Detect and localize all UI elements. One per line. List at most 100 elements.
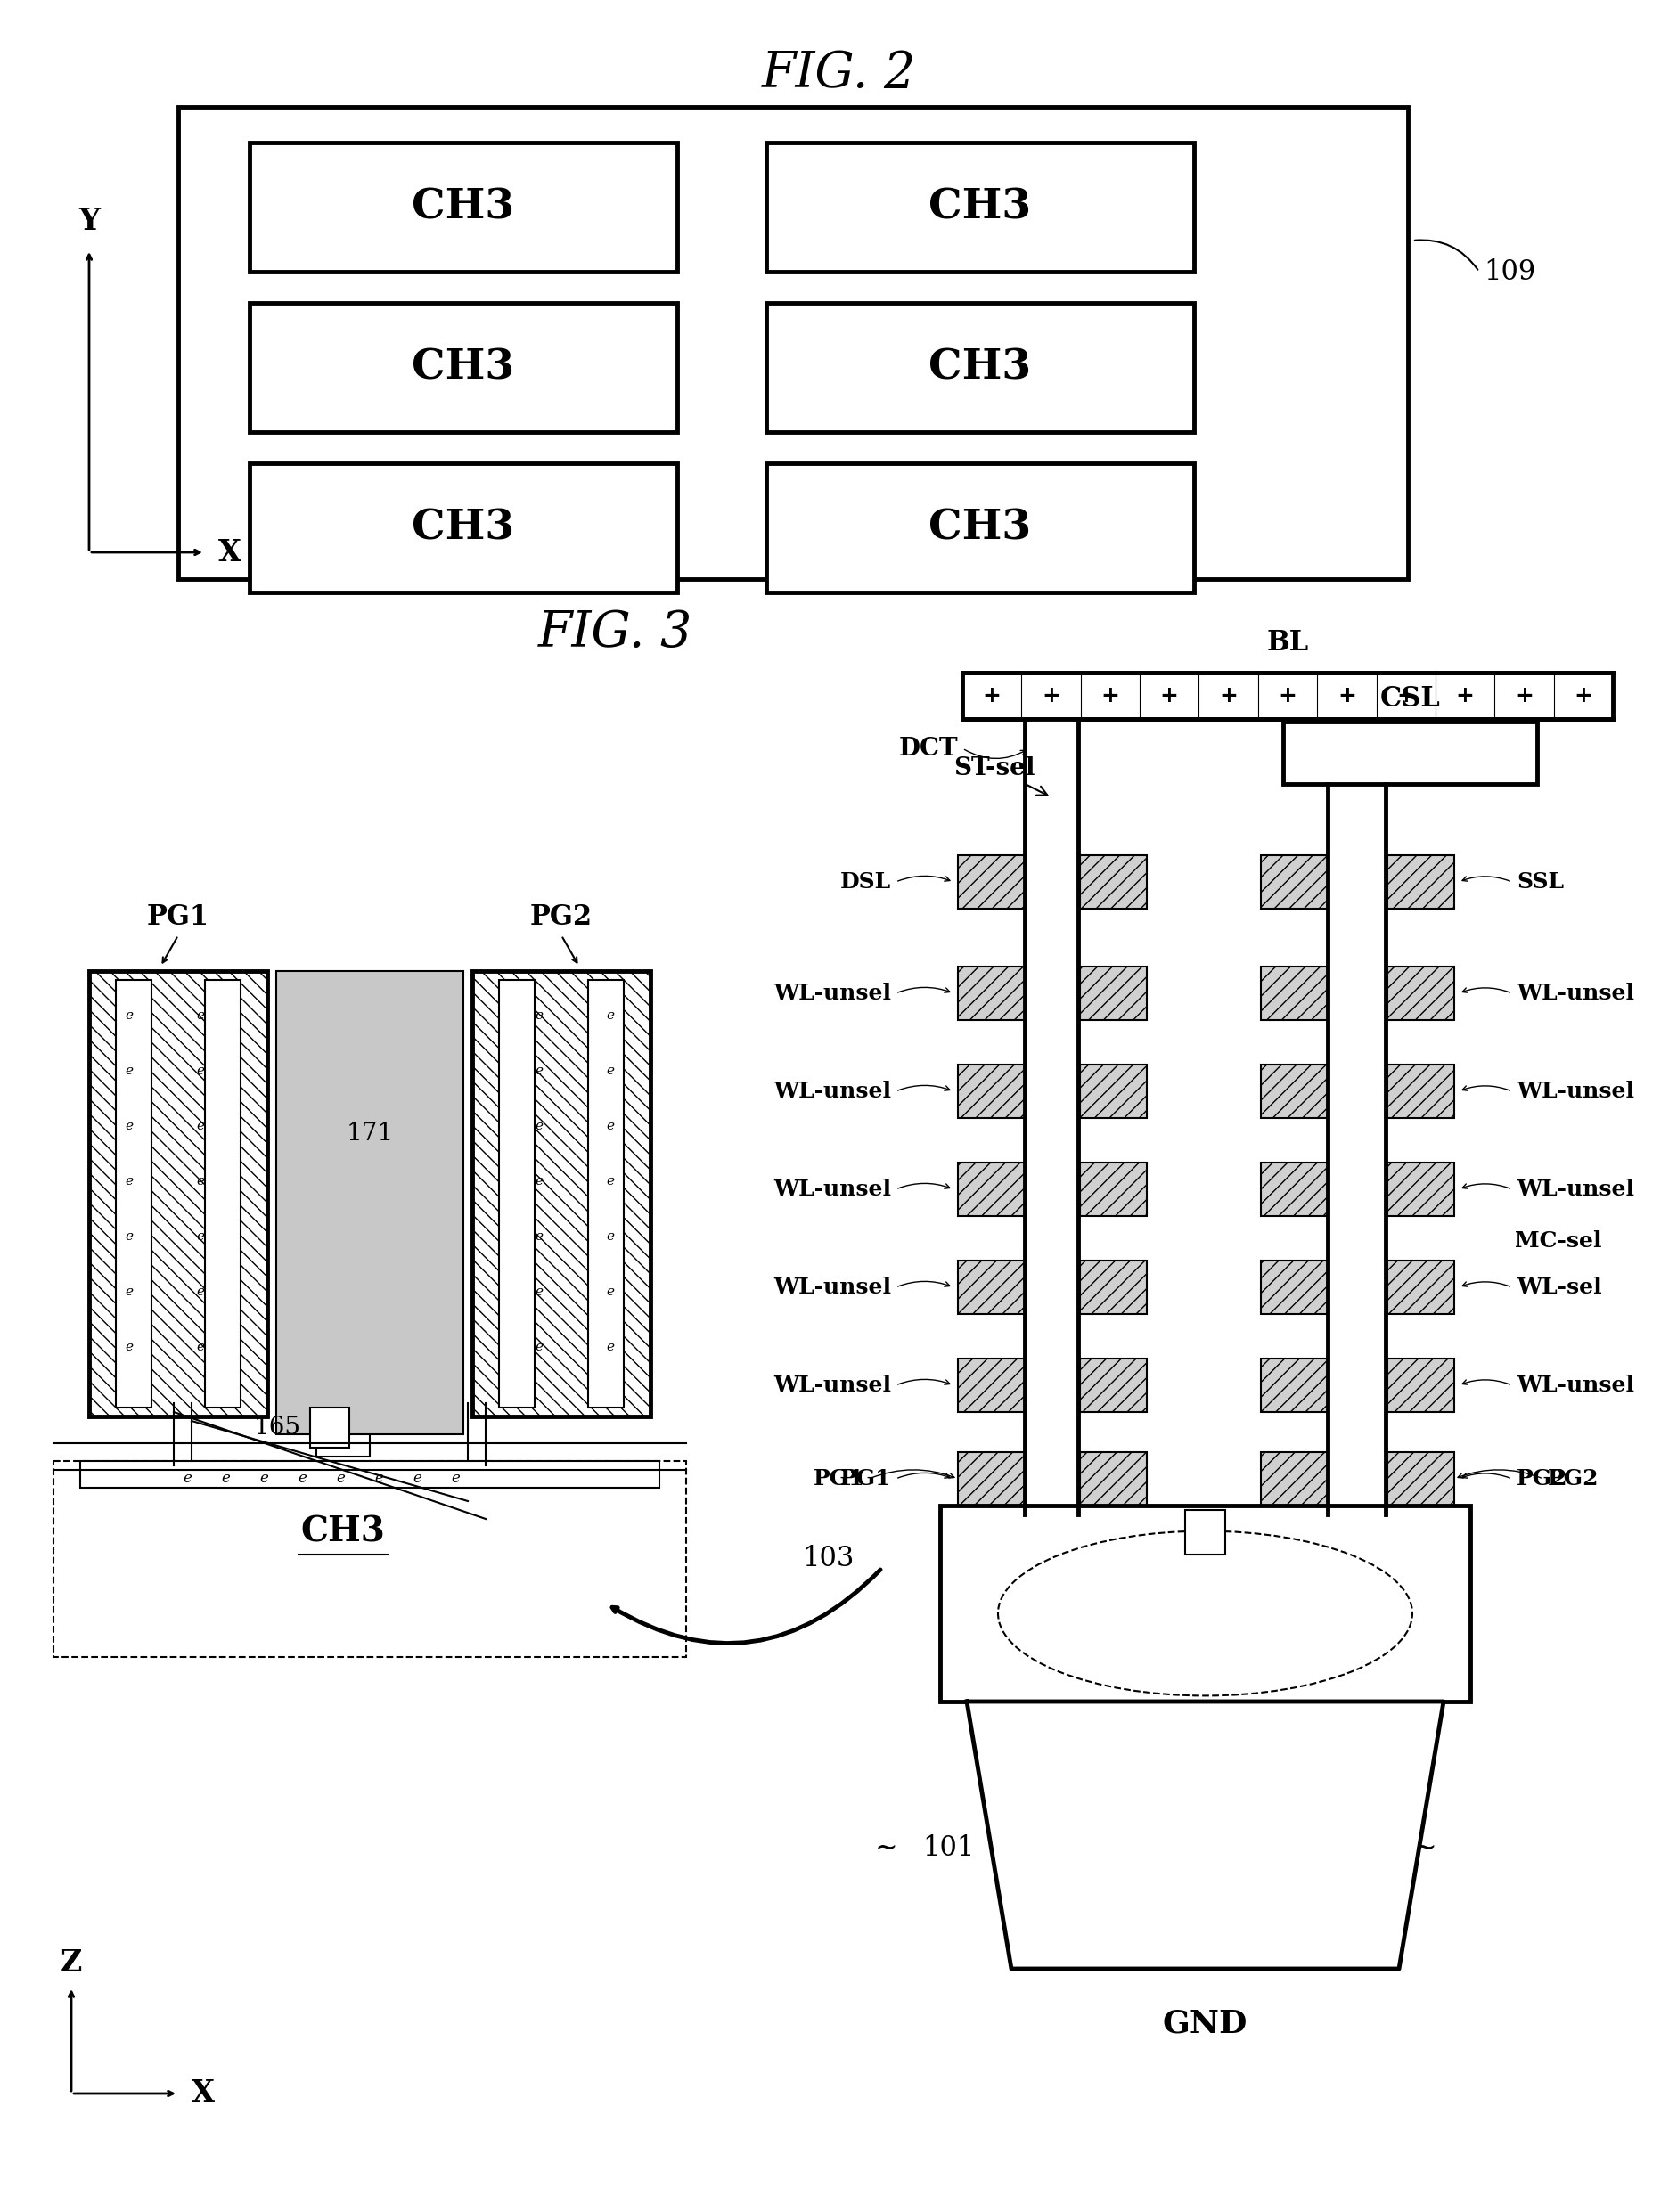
Text: ~: ~ (875, 1834, 897, 1863)
Text: e: e (535, 1175, 543, 1188)
Bar (1387, 1451, 1454, 1506)
Text: +: + (1514, 686, 1533, 706)
Bar (80, 1460, 659, 1489)
Text: e: e (605, 1230, 614, 1243)
Text: CH3: CH3 (929, 186, 1031, 228)
Bar (277, 971, 463, 1433)
Bar (963, 672, 1612, 719)
Text: e: e (535, 1119, 543, 1133)
Text: e: e (413, 1471, 421, 1486)
Text: WL-unsel: WL-unsel (773, 1179, 890, 1199)
Text: CH3: CH3 (413, 507, 515, 549)
Text: WL-unsel: WL-unsel (1516, 1082, 1633, 1102)
Polygon shape (966, 1701, 1442, 1969)
Text: 101: 101 (922, 1834, 974, 1863)
Text: WL-unsel: WL-unsel (773, 1374, 890, 1396)
Text: +: + (1337, 686, 1355, 706)
Text: 171: 171 (345, 1121, 394, 1146)
Text: PG2: PG2 (530, 902, 592, 931)
Bar (766, 462, 1194, 593)
Text: e: e (605, 1009, 614, 1022)
Bar (958, 1164, 1025, 1217)
Text: e: e (196, 1009, 205, 1022)
Bar (766, 142, 1194, 272)
Bar (498, 980, 535, 1407)
Bar (1387, 1164, 1454, 1217)
Bar (1259, 967, 1327, 1020)
Bar (1080, 1451, 1145, 1506)
Bar (250, 303, 678, 431)
Bar (89, 971, 267, 1416)
Text: MC-sel: MC-sel (1514, 1230, 1602, 1252)
Bar (958, 856, 1025, 909)
Bar (205, 980, 240, 1407)
Text: e: e (196, 1119, 205, 1133)
Bar (958, 1358, 1025, 1411)
Text: e: e (605, 1119, 614, 1133)
Bar (471, 971, 651, 1416)
Text: e: e (605, 1340, 614, 1354)
Text: e: e (335, 1471, 344, 1486)
Text: +: + (1573, 686, 1591, 706)
Bar (958, 1064, 1025, 1117)
Text: e: e (196, 1230, 205, 1243)
Text: 165: 165 (253, 1416, 302, 1440)
Text: DSL: DSL (840, 872, 890, 894)
Bar (250, 462, 678, 593)
Text: PG2: PG2 (1546, 1469, 1598, 1489)
Bar (1080, 1164, 1145, 1217)
Text: e: e (126, 1230, 132, 1243)
Bar (1080, 856, 1145, 909)
Text: e: e (605, 1064, 614, 1077)
Bar (1080, 1261, 1145, 1314)
Bar (1259, 1451, 1327, 1506)
Text: e: e (126, 1119, 132, 1133)
Text: ~: ~ (1414, 1834, 1436, 1863)
Bar (958, 1451, 1025, 1506)
Text: e: e (535, 1285, 543, 1298)
Text: e: e (535, 1230, 543, 1243)
Bar (1387, 967, 1454, 1020)
Bar (317, 1402, 369, 1455)
Text: CH3: CH3 (929, 507, 1031, 549)
Text: CH3: CH3 (929, 347, 1031, 387)
Bar (766, 303, 1194, 431)
Bar (178, 106, 1407, 580)
Text: e: e (605, 1285, 614, 1298)
Text: +: + (1456, 686, 1474, 706)
Bar (116, 980, 151, 1407)
Text: CSL: CSL (1378, 686, 1439, 712)
Text: WL-unsel: WL-unsel (773, 1082, 890, 1102)
Text: WL-unsel: WL-unsel (773, 1276, 890, 1298)
Bar (1387, 1358, 1454, 1411)
Bar (1283, 721, 1536, 783)
Bar (54, 1460, 686, 1657)
Bar (1387, 856, 1454, 909)
Text: e: e (183, 1471, 191, 1486)
Text: e: e (260, 1471, 268, 1486)
Bar (1259, 1064, 1327, 1117)
Text: PG2: PG2 (1516, 1469, 1566, 1489)
Text: e: e (374, 1471, 382, 1486)
Text: Y: Y (79, 206, 99, 237)
Text: e: e (126, 1064, 132, 1077)
Bar (958, 967, 1025, 1020)
Text: CH3: CH3 (300, 1515, 386, 1548)
Text: +: + (1159, 686, 1177, 706)
Text: X: X (191, 2079, 215, 2108)
Bar (939, 1506, 1469, 1701)
Text: e: e (196, 1285, 205, 1298)
Text: WL-sel: WL-sel (1516, 1276, 1602, 1298)
Text: e: e (196, 1340, 205, 1354)
Text: FIG. 3: FIG. 3 (537, 608, 691, 657)
Text: WL-unsel: WL-unsel (773, 982, 890, 1004)
Text: e: e (126, 1340, 132, 1354)
Text: WL-unsel: WL-unsel (1516, 1179, 1633, 1199)
Text: +: + (1278, 686, 1296, 706)
Text: CH3: CH3 (413, 186, 515, 228)
Text: e: e (126, 1175, 132, 1188)
Text: e: e (535, 1064, 543, 1077)
Text: SSL: SSL (1516, 872, 1563, 894)
Text: PG1: PG1 (840, 1469, 890, 1489)
Bar (1184, 1511, 1224, 1555)
